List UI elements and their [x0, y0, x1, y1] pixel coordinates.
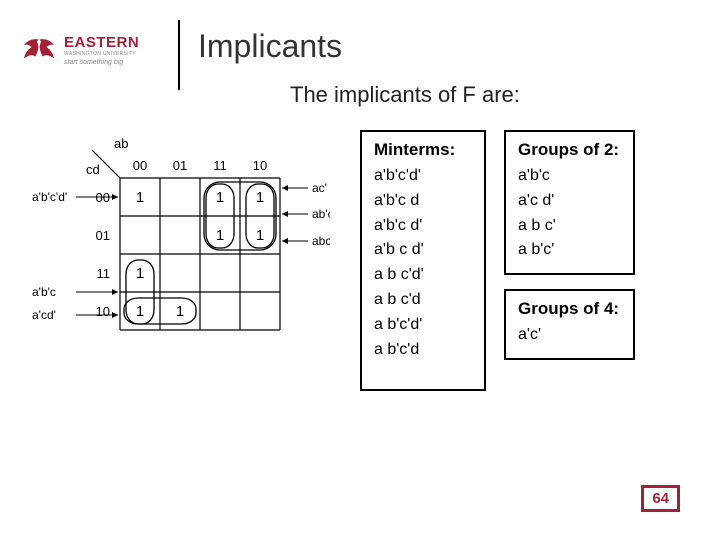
list-item: a'c d': [518, 189, 619, 214]
list-item: a b c': [518, 214, 619, 239]
svg-text:a'b'c'd': a'b'c'd': [32, 190, 67, 204]
title-divider: Implicants: [178, 20, 342, 90]
svg-text:1: 1: [136, 265, 144, 282]
groups2-title: Groups of 2:: [518, 140, 619, 160]
list-item: a b'c'd': [374, 313, 470, 338]
list-item: a'c': [518, 323, 619, 348]
svg-text:abc': abc': [312, 234, 330, 248]
list-item: a'b c d': [374, 238, 470, 263]
list-item: a b c'd: [374, 288, 470, 313]
svg-text:01: 01: [96, 228, 110, 243]
groups2-box: Groups of 2: a'b'ca'c d'a b c'a b'c': [504, 130, 635, 275]
groups4-title: Groups of 4:: [518, 299, 619, 319]
groups4-box: Groups of 4: a'c': [504, 289, 635, 360]
svg-text:10: 10: [253, 158, 267, 173]
svg-text:1: 1: [216, 227, 224, 244]
content: abcd000111100001111011111111a'b'c'd'a'b'…: [0, 126, 720, 391]
page-number: 64: [641, 485, 680, 512]
svg-text:11: 11: [213, 158, 227, 173]
list-item: a'b'c'd': [374, 164, 470, 189]
right-column: Groups of 2: a'b'ca'c d'a b c'a b'c' Gro…: [504, 130, 635, 391]
eagle-icon: [20, 35, 58, 65]
minterms-title: Minterms:: [374, 140, 470, 160]
svg-text:1: 1: [136, 303, 144, 320]
list-item: a b c'd': [374, 263, 470, 288]
svg-text:a'cd': a'cd': [32, 308, 56, 322]
svg-text:cd: cd: [86, 162, 100, 177]
logo-tag: start something big: [64, 59, 139, 66]
logo-main: EASTERN: [64, 34, 139, 51]
svg-text:1: 1: [176, 303, 184, 320]
list-item: a b'c'd: [374, 338, 470, 363]
svg-text:ab'c': ab'c': [312, 207, 330, 221]
svg-text:a'b'c: a'b'c: [32, 285, 56, 299]
svg-text:ab: ab: [114, 136, 128, 151]
svg-text:1: 1: [256, 189, 264, 206]
svg-text:10: 10: [96, 304, 110, 319]
page-title: Implicants: [198, 20, 342, 65]
list-item: a'b'c: [518, 164, 619, 189]
logo: EASTERN WASHINGTON UNIVERSITY start some…: [20, 20, 170, 80]
header: EASTERN WASHINGTON UNIVERSITY start some…: [0, 0, 720, 90]
minterms-box: Minterms: a'b'c'd'a'b'c da'b'c d'a'b c d…: [360, 130, 486, 391]
lists: Minterms: a'b'c'd'a'b'c da'b'c d'a'b c d…: [360, 126, 635, 391]
svg-text:01: 01: [173, 158, 187, 173]
svg-text:ac': ac': [312, 181, 327, 195]
list-item: a'b'c d: [374, 189, 470, 214]
subtitle: The implicants of F are:: [290, 82, 720, 108]
svg-text:1: 1: [136, 189, 144, 206]
kmap-diagram: abcd000111100001111011111111a'b'c'd'a'b'…: [30, 126, 330, 391]
svg-text:11: 11: [97, 266, 111, 281]
svg-text:00: 00: [133, 158, 147, 173]
logo-sub: WASHINGTON UNIVERSITY: [64, 51, 139, 57]
logo-text: EASTERN WASHINGTON UNIVERSITY start some…: [64, 34, 139, 66]
list-item: a b'c': [518, 238, 619, 263]
svg-text:1: 1: [216, 189, 224, 206]
list-item: a'b'c d': [374, 214, 470, 239]
svg-text:1: 1: [256, 227, 264, 244]
